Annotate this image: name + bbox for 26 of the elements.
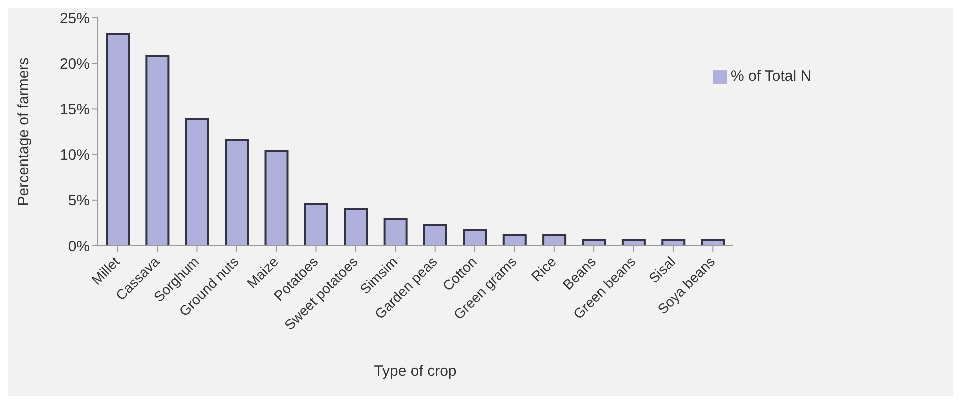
bar [582,240,606,246]
y-tick-label: 20% [60,56,90,73]
bar [304,203,328,246]
y-tick-label: 0% [68,238,90,256]
bar [384,218,408,246]
y-tick-label: 25% [60,10,90,28]
bar [146,55,170,246]
y-tick-label: 15% [60,102,90,119]
y-tick-label: 10% [60,147,90,164]
bar [701,240,726,246]
bar [502,234,527,246]
x-tick-label: Rice [528,253,560,285]
x-axis-title: Type of crop [374,363,457,380]
y-tick-label: 5% [68,192,90,210]
bar [463,229,488,246]
bar [662,240,686,246]
bar [542,234,567,246]
y-axis-title: Percentage of farmers [15,58,32,206]
legend-label: % of Total N [731,68,812,85]
bar [225,139,250,246]
bar [185,118,210,246]
bar [264,150,289,246]
bar [424,224,448,246]
bar [106,33,130,246]
bar [622,240,646,246]
bar [344,208,368,246]
